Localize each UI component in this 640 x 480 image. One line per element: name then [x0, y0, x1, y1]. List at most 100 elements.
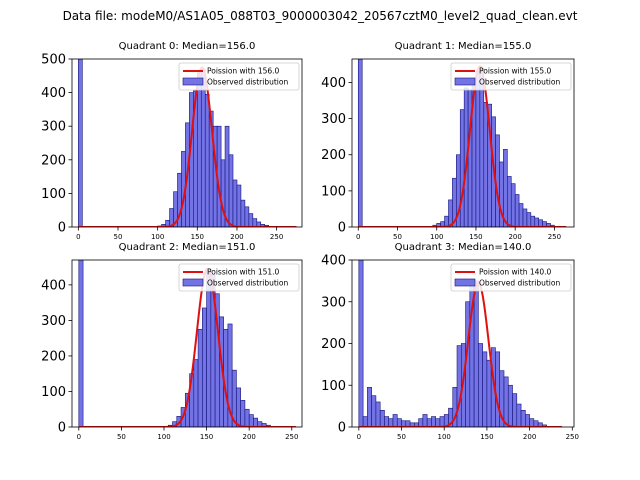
histogram-bar — [510, 183, 516, 227]
panel-quadrant-2: Quadrant 2: Median=151.0 0 100 200 300 400 0 50… — [41, 242, 303, 441]
histogram-bar — [375, 401, 381, 427]
y-tick-label: 400 — [41, 278, 66, 293]
legend: Poission with 155.0 Observed distribution — [450, 62, 572, 91]
x-tick-label: 250 — [566, 433, 579, 441]
legend-observed-label: Observed distribution — [479, 279, 560, 288]
histogram-bar — [418, 418, 424, 427]
histogram-bar — [200, 68, 206, 227]
histogram-bar — [379, 409, 385, 427]
histogram-bar — [431, 416, 436, 427]
x-tick-label: 50 — [117, 433, 126, 441]
histogram-bar — [526, 212, 532, 227]
histogram-bar — [78, 59, 83, 227]
legend: Poission with 156.0 Observed distribution — [178, 62, 300, 91]
histogram-bar — [503, 149, 508, 227]
legend-fit-label: Poission with 155.0 — [479, 67, 552, 76]
x-tick-label: 200 — [230, 233, 243, 241]
legend: Poission with 151.0 Observed distribution — [178, 263, 300, 292]
histogram-bar — [228, 154, 234, 227]
histogram-bar — [232, 179, 238, 227]
y-tick-label: 300 — [41, 120, 66, 135]
y-tick-label: 100 — [41, 385, 66, 400]
y-tick-label: 0 — [58, 221, 66, 236]
legend-observed-label: Observed distribution — [479, 78, 560, 87]
histogram-bar — [236, 387, 241, 427]
axes-frame — [351, 58, 575, 228]
y-tick-label: 0 — [338, 421, 346, 436]
panel-title: Quadrant 1: Median=155.0 — [395, 41, 532, 52]
histogram-bar — [392, 414, 398, 427]
legend: Poission with 140.0 Observed distribution — [450, 263, 572, 292]
x-tick-label: 250 — [270, 233, 283, 241]
x-tick-label: 250 — [285, 433, 298, 441]
x-tick-label: 100 — [151, 233, 164, 241]
legend-box — [450, 263, 572, 292]
panel-quadrant-0: Quadrant 0: Median=156.00100200300400500… — [41, 41, 303, 241]
histogram-bar — [357, 59, 363, 227]
legend-bar-swatch — [454, 77, 476, 86]
histogram-bar — [362, 416, 368, 427]
histogram-bar — [193, 359, 199, 427]
histogram-bar — [448, 199, 453, 227]
x-tick-label: 0 — [356, 233, 360, 241]
histogram-bar — [475, 71, 481, 227]
histogram-bar — [236, 184, 242, 227]
x-tick-label: 0 — [76, 233, 80, 241]
histogram-bar — [459, 109, 465, 227]
axes-frame — [71, 58, 303, 228]
histogram-bar — [396, 418, 402, 427]
poisson-fit-line — [78, 267, 297, 427]
histogram-bar — [514, 194, 520, 227]
histogram-bar — [456, 345, 462, 427]
histogram-bar — [388, 418, 394, 427]
histogram-bar — [248, 213, 254, 227]
y-tick-label: 300 — [321, 295, 346, 310]
histogram-bar — [358, 260, 364, 427]
histogram-bar — [384, 416, 390, 427]
histogram-bar — [240, 400, 246, 427]
histogram-bar — [244, 206, 250, 227]
histogram-bar — [503, 376, 509, 427]
legend-box — [178, 263, 300, 292]
histogram-bar — [516, 403, 522, 427]
histogram-bar — [367, 387, 372, 427]
histogram-bar — [495, 351, 501, 427]
legend-observed-label: Observed distribution — [207, 279, 288, 288]
histogram-bar — [520, 409, 526, 427]
histogram-bar — [78, 260, 84, 427]
histogram-bar — [439, 416, 445, 427]
histogram-bar — [204, 93, 210, 227]
x-tick-label: 150 — [191, 233, 204, 241]
legend-fit-label: Poission with 140.0 — [479, 268, 552, 277]
x-tick-label: 0 — [77, 433, 81, 441]
histogram-bar — [206, 268, 212, 427]
x-tick-label: 100 — [157, 433, 170, 441]
x-tick-label: 150 — [200, 433, 213, 441]
x-tick-label: 250 — [548, 233, 561, 241]
histogram-bar — [522, 208, 528, 227]
x-tick-label: 0 — [357, 433, 361, 441]
histogram-bar — [486, 359, 492, 427]
poisson-fit-line — [358, 65, 567, 227]
histogram-bar — [197, 70, 202, 227]
panel-title: Quadrant 3: Median=140.0 — [395, 242, 532, 253]
panel-quadrant-1: Quadrant 1: Median=155.0 0 100 200 300 400 0 50… — [321, 41, 575, 241]
histogram-bar — [518, 203, 524, 227]
x-tick-label: 50 — [393, 233, 402, 241]
y-tick-label: 400 — [41, 86, 66, 101]
y-tick-label: 300 — [41, 314, 66, 329]
y-tick-label: 200 — [321, 148, 346, 163]
poisson-fit-line — [358, 281, 563, 427]
x-tick-label: 150 — [469, 233, 482, 241]
histogram-bar — [525, 414, 530, 427]
legend-fit-label: Poission with 156.0 — [207, 67, 280, 76]
y-tick-label: 200 — [41, 153, 66, 168]
histogram-bar — [202, 307, 207, 427]
legend-bar-swatch — [454, 278, 476, 287]
y-tick-label: 400 — [321, 76, 346, 91]
legend-box — [450, 62, 572, 91]
x-tick-label: 200 — [242, 433, 255, 441]
legend-bar-swatch — [182, 77, 204, 86]
histogram-bar — [542, 424, 547, 427]
